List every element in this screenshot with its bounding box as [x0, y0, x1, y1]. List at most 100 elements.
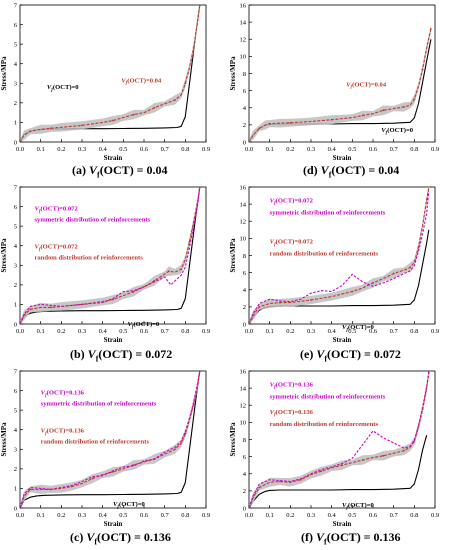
series-point	[417, 246, 420, 248]
annotation-v: V	[34, 244, 39, 251]
chart-c: 0.0 0.1 0.2 0.3 0.4 0.5 0.6 0.7 0.8 0.9 0 1 2 3 4 5 6 7 St…	[0, 368, 210, 528]
annotation: Vf(OCT)=0.136	[41, 389, 85, 398]
annotation-sub: f	[132, 325, 134, 330]
x-tick-label: 0.1	[266, 328, 274, 335]
series-band-1	[249, 25, 431, 142]
series-line-2	[20, 371, 201, 508]
x-tick-label: 0.6	[140, 146, 149, 153]
annotation: Vf(OCT)=0.04	[346, 81, 387, 90]
chart-panel-d: 0.0 0.1 0.2 0.3 0.4 0.5 0.6 0.7 0.8 0.9 0 2 4 6 8 10 12 1…	[229, 0, 457, 162]
annotation-v: V	[41, 389, 46, 396]
annotation-sub: f	[126, 81, 128, 86]
x-tick-label: 0.5	[119, 512, 127, 519]
y-tick-label: 2	[14, 282, 17, 289]
chart-f: 0.0 0.1 0.2 0.3 0.4 0.5 0.6 0.7 0.8 0.9 0 2 4 6 8 10 12 1…	[229, 368, 439, 528]
annotation-v: V	[47, 84, 52, 91]
annotation-v: V	[41, 428, 46, 435]
annotation: symmetric distribution of reinforcements	[270, 209, 386, 216]
y-tick-label: 0	[14, 505, 17, 512]
annotation-rest: (OCT)=0.04	[127, 77, 162, 84]
plot-area	[20, 187, 201, 324]
annotation-v: V	[270, 197, 275, 204]
x-tick-label: 0.8	[410, 328, 418, 335]
y-tick-label: 16	[240, 368, 247, 375]
series-point	[425, 198, 428, 201]
series-line-2	[249, 191, 430, 324]
y-tick-label: 5	[14, 407, 17, 414]
annotation-sub: f	[274, 385, 276, 390]
annotation: Vf(OCT)=0.072	[270, 197, 314, 206]
x-tick-label: 0.8	[181, 512, 189, 519]
y-tick-label: 6	[14, 388, 18, 395]
annotation-rest: (OCT)=0.04	[352, 81, 387, 88]
annotation-text: symmetric distribution of reinforcements	[270, 209, 386, 216]
chart-e: 0.0 0.1 0.2 0.3 0.4 0.5 0.6 0.7 0.8 0.9 0 2 4 6 8 10 12 1…	[229, 184, 439, 344]
series-point	[429, 28, 432, 30]
x-tick-label: 0.6	[140, 512, 149, 519]
x-tick-label: 0.8	[181, 328, 189, 335]
annotation: random distribution of reinforcements	[34, 254, 143, 261]
annotation-rest: (OCT)=0	[348, 324, 374, 331]
annotation-sub: f	[274, 413, 276, 418]
series-point	[310, 299, 312, 301]
series-point	[258, 305, 261, 308]
x-tick-label: 0.5	[348, 328, 356, 335]
series-point	[403, 449, 405, 452]
series-point	[258, 127, 261, 130]
series-line-0	[20, 371, 201, 508]
chart-panel-c: 0.0 0.1 0.2 0.3 0.4 0.5 0.6 0.7 0.8 0.9 0 1 2 3 4 5 6 7 St…	[0, 366, 228, 528]
annotation-v: V	[342, 324, 347, 331]
y-tick-label: 0	[243, 321, 246, 328]
annotation: symmetric distribution of reinforcements	[34, 216, 150, 223]
y-tick-label: 4	[14, 61, 18, 68]
series-point	[413, 98, 416, 101]
chart-panel-b: 0.0 0.1 0.2 0.3 0.4 0.5 0.6 0.7 0.8 0.9 0 1 2 3 4 5 6 7 St…	[0, 182, 228, 344]
series-point	[192, 47, 195, 49]
series-point	[29, 488, 32, 491]
y-axis-label: Stress/MPa	[0, 56, 8, 91]
series-point	[180, 268, 183, 271]
series-point	[421, 68, 424, 71]
annotation: Vf(OCT)=0	[342, 502, 374, 511]
series-point	[361, 459, 364, 461]
series-point	[403, 105, 405, 108]
annotation-text: random distribution of reinforcements	[41, 438, 150, 445]
x-tick-label: 0.8	[181, 146, 189, 153]
annotation: random distribution of reinforcements	[270, 251, 379, 258]
y-tick-label: 3	[14, 447, 17, 454]
series-line-1	[249, 372, 430, 508]
series-point	[330, 118, 333, 121]
y-tick-label: 0	[243, 139, 246, 146]
annotation-v: V	[121, 77, 126, 84]
x-tick-label: 0.0	[245, 146, 253, 153]
annotation-text: symmetric distribution of reinforcements	[270, 393, 386, 400]
series-line-0	[20, 187, 201, 324]
chart-panel-f: 0.0 0.1 0.2 0.3 0.4 0.5 0.6 0.7 0.8 0.9 0 2 4 6 8 10 12 1…	[229, 366, 457, 528]
x-tick-label: 0.8	[410, 512, 418, 519]
x-tick-label: 0.7	[390, 328, 399, 335]
x-tick-label: 0.6	[369, 328, 378, 335]
annotation: Vf(OCT)=0.136	[270, 409, 314, 418]
x-axis-label: Strain	[333, 336, 352, 344]
caption-c: (c) Vf(OCT) = 0.136	[70, 530, 171, 547]
series-band-1	[249, 371, 429, 508]
y-tick-label: 10	[240, 236, 247, 243]
series-point	[409, 266, 412, 269]
y-tick-label: 2	[14, 100, 17, 107]
annotation: Vf(OCT)=0.072	[34, 205, 78, 214]
y-tick-label: 12	[240, 403, 247, 410]
x-tick-label: 0.9	[431, 146, 439, 153]
series-point	[167, 270, 170, 273]
x-tick-label: 0.4	[99, 146, 108, 153]
x-tick-label: 0.9	[431, 328, 439, 335]
annotation-text: random distribution of reinforcements	[34, 254, 143, 261]
series-point	[258, 486, 261, 489]
annotation-v: V	[342, 502, 347, 509]
y-axis-label: Stress/MPa	[229, 422, 237, 457]
y-tick-label: 8	[243, 437, 246, 444]
y-tick-label: 5	[14, 223, 17, 230]
series-line-1	[249, 187, 430, 324]
annotation-rest: (OCT)=0	[348, 502, 374, 509]
annotation-text: random distribution of reinforcements	[270, 251, 379, 258]
series-band-1	[249, 187, 429, 324]
